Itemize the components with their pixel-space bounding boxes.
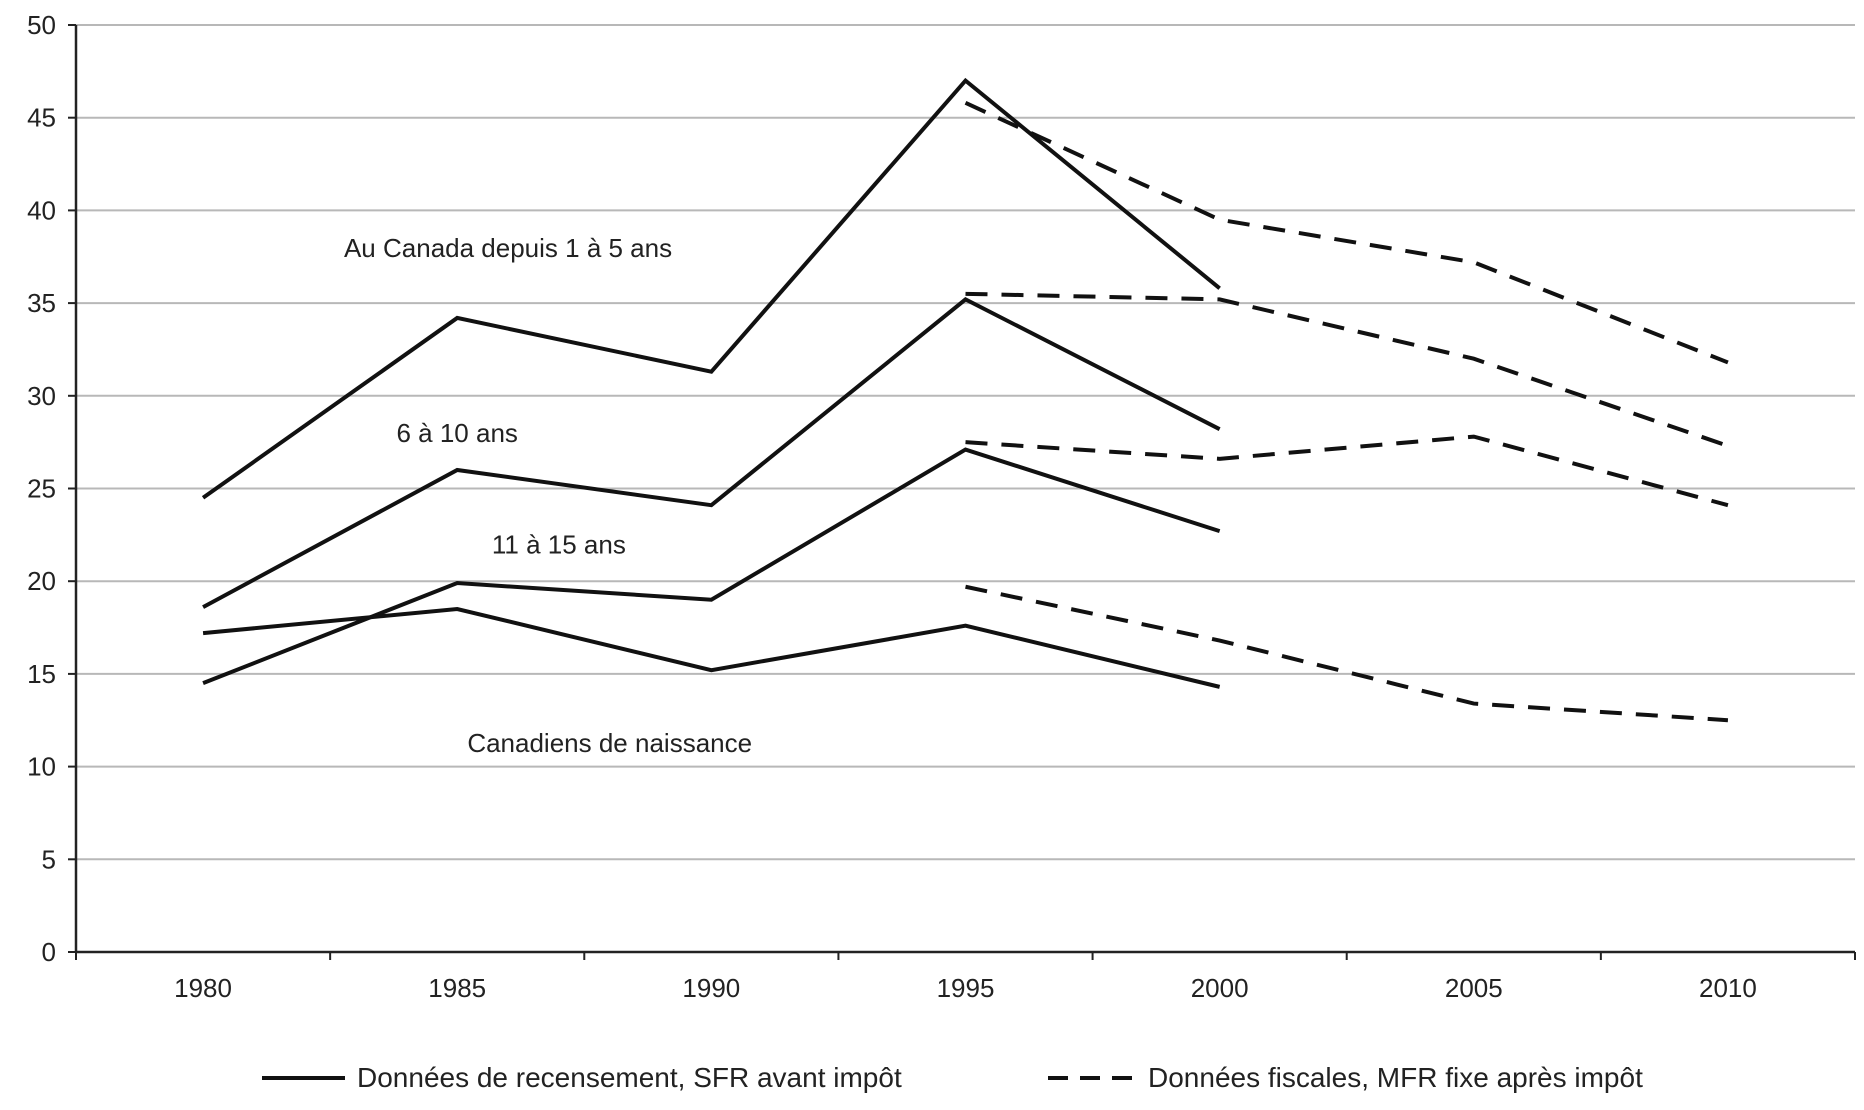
series-annotation: 6 à 10 ans [396,418,517,448]
series-line-dashed [964,101,1729,365]
series-annotation: Canadiens de naissance [467,728,752,758]
y-tick-label: 45 [27,103,56,133]
y-tick-label: 5 [42,844,56,874]
y-axis-ticks: 0 5 10 15 20 25 30 35 40 45 50 [27,10,76,967]
y-tick-label: 20 [27,566,56,596]
x-tick-label: 1995 [937,973,995,1003]
series-line-solid [202,297,1221,609]
y-tick-label: 10 [27,752,56,782]
x-tick-label: 2000 [1191,973,1249,1003]
x-tick-label: 2010 [1699,973,1757,1003]
legend-label: Données de recensement, SFR avant impôt [357,1062,902,1093]
series-annotation: Au Canada depuis 1 à 5 ans [344,233,672,263]
legend-label: Données fiscales, MFR fixe après impôt [1148,1062,1643,1093]
gridlines [76,24,1855,861]
series-line-dashed [965,291,1729,448]
y-tick-label: 35 [27,288,56,318]
series-annotation: 11 à 15 ans [492,529,626,559]
series-lines [201,77,1729,723]
y-tick-label: 40 [27,195,56,225]
series-line-dashed [965,434,1729,508]
x-tick-label: 1985 [428,973,486,1003]
y-tick-label: 0 [42,937,56,967]
y-tick-label: 50 [27,10,56,40]
legend: Données de recensement, SFR avant impôt D… [262,1062,1643,1093]
series-line-dashed [965,584,1729,723]
y-tick-label: 15 [27,659,56,689]
y-tick-label: 30 [27,381,56,411]
x-axis-ticks: 1980 1985 1990 1995 2000 2005 2010 [75,952,1856,1003]
x-tick-label: 1980 [174,973,232,1003]
series-line-solid [201,77,1221,500]
annotations: Au Canada depuis 1 à 5 ans 6 à 10 ans 11 à… [344,233,752,758]
series-line-solid [202,606,1221,689]
x-tick-label: 2005 [1445,973,1503,1003]
x-tick-label: 1990 [682,973,740,1003]
y-tick-label: 25 [27,474,56,504]
